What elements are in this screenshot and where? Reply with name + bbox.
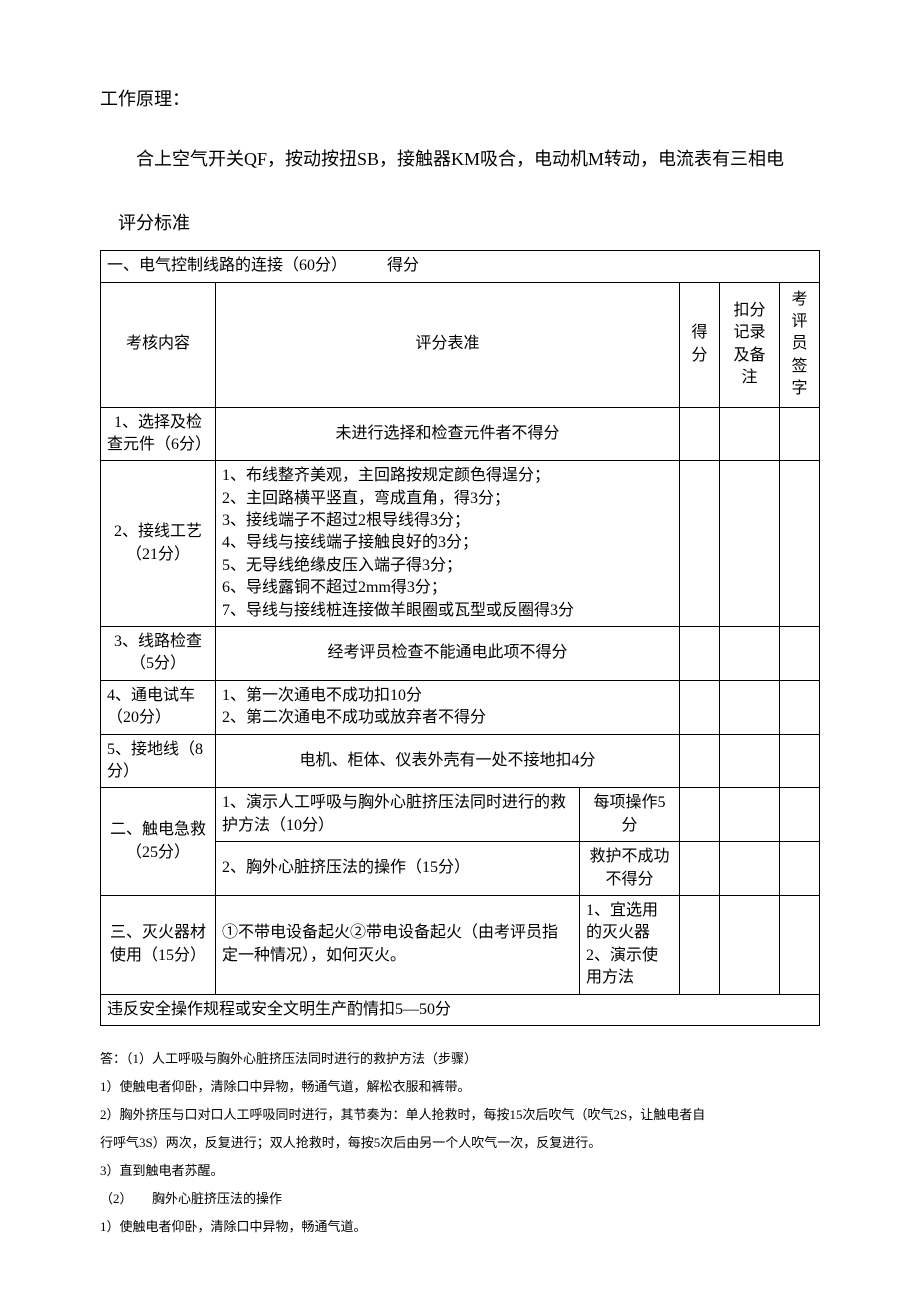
row-score: [680, 407, 720, 461]
section3-desc: ①不带电设备起火②带电设备起火（由考评员指定一种情况），如何灭火。: [216, 895, 580, 994]
table-row: 1、选择及检查元件（6分） 未进行选择和检查元件者不得分: [101, 407, 820, 461]
answer-line: 答：（1）人工呼吸与胸外心脏挤压法同时进行的救护方法（步骤）: [100, 1046, 820, 1072]
row-sign: [780, 895, 820, 994]
table-row: 二、触电急救（25分） 1、演示人工呼吸与胸外心脏挤压法同时进行的救护方法（10…: [101, 788, 820, 842]
row-deduct: [720, 842, 780, 896]
table-row: 3、线路检查（5分） 经考评员检查不能通电此项不得分: [101, 627, 820, 681]
row-sign: [780, 680, 820, 734]
row-deduct: [720, 734, 780, 788]
row-deduct: [720, 627, 780, 681]
section2-item-note: 救护不成功不得分: [580, 842, 680, 896]
row-score: [680, 627, 720, 681]
section2-item-desc: 1、演示人工呼吸与胸外心脏挤压法同时进行的救护方法（10分）: [216, 788, 580, 842]
answer-line: 1）使触电者仰卧，清除口中异物，畅通气道。: [100, 1214, 820, 1240]
table-row: 4、通电试车（20分） 1、第一次通电不成功扣10分 2、第二次通电不成功或放弃…: [101, 680, 820, 734]
row-sign: [780, 407, 820, 461]
table-row: 2、接线工艺（21分） 1、布线整齐美观，主回路按规定颜色得逞分； 2、主回路横…: [101, 461, 820, 627]
row-content: 4、通电试车（20分）: [101, 680, 216, 734]
row-score: [680, 788, 720, 842]
row-content: 5、接地线（8分）: [101, 734, 216, 788]
row-score: [680, 895, 720, 994]
col-sign: 考评员签字: [780, 282, 820, 407]
row-score: [680, 734, 720, 788]
table-section-header: 一、电气控制线路的连接（60分） 得分: [101, 251, 820, 282]
col-content: 考核内容: [101, 282, 216, 407]
answer-line: 行呼气3S）两次，反复进行；双人抢救时，每按5次后由另一个人吹气一次，反复进行。: [100, 1130, 820, 1156]
row-sign: [780, 627, 820, 681]
scoring-title: 评分标准: [100, 209, 820, 235]
row-score: [680, 680, 720, 734]
answer-line: 3）直到触电者苏醒。: [100, 1158, 820, 1184]
footer-text: 违反安全操作规程或安全文明生产酌情扣5—50分: [101, 994, 820, 1025]
answer-line: （2） 胸外心脏挤压法的操作: [100, 1186, 820, 1212]
row-content: 1、选择及检查元件（6分）: [101, 407, 216, 461]
section3-label: 三、灭火器材使用（15分）: [101, 895, 216, 994]
row-deduct: [720, 407, 780, 461]
scoring-table: 一、电气控制线路的连接（60分） 得分 考核内容 评分表准 得分 扣分记录及备注…: [100, 250, 820, 1026]
section2-label: 二、触电急救（25分）: [101, 788, 216, 896]
row-criteria: 经考评员检查不能通电此项不得分: [216, 627, 680, 681]
row-sign: [780, 461, 820, 627]
row-sign: [780, 842, 820, 896]
section2-item-desc: 2、胸外心脏挤压法的操作（15分）: [216, 842, 580, 896]
answer-line: 1）使触电者仰卧，清除口中异物，畅通气道，解松衣服和裤带。: [100, 1074, 820, 1100]
row-deduct: [720, 680, 780, 734]
row-criteria: 未进行选择和检查元件者不得分: [216, 407, 680, 461]
row-sign: [780, 788, 820, 842]
row-criteria: 1、第一次通电不成功扣10分 2、第二次通电不成功或放弃者不得分: [216, 680, 680, 734]
row-sign: [780, 734, 820, 788]
row-content: 3、线路检查（5分）: [101, 627, 216, 681]
section3-note: 1、宜选用的灭火器 2、演示使用方法: [580, 895, 680, 994]
row-score: [680, 461, 720, 627]
table-row: 三、灭火器材使用（15分） ①不带电设备起火②带电设备起火（由考评员指定一种情况…: [101, 895, 820, 994]
section2-item-note: 每项操作5分: [580, 788, 680, 842]
col-criteria: 评分表准: [216, 282, 680, 407]
col-deduct: 扣分记录及备注: [720, 282, 780, 407]
row-criteria: 1、布线整齐美观，主回路按规定颜色得逞分； 2、主回路横平竖直，弯成直角，得3分…: [216, 461, 680, 627]
row-score: [680, 842, 720, 896]
intro-title: 工作原理：: [100, 80, 820, 120]
col-score: 得分: [680, 282, 720, 407]
table-row: 5、接地线（8分） 电机、柜体、仪表外壳有一处不接地扣4分: [101, 734, 820, 788]
row-content: 2、接线工艺（21分）: [101, 461, 216, 627]
row-criteria: 电机、柜体、仪表外壳有一处不接地扣4分: [216, 734, 680, 788]
row-deduct: [720, 461, 780, 627]
table-footer: 违反安全操作规程或安全文明生产酌情扣5—50分: [101, 994, 820, 1025]
row-deduct: [720, 895, 780, 994]
answer-line: 2）胸外挤压与口对口人工呼吸同时进行，其节奏为：单人抢救时，每按15次后吹气（吹…: [100, 1102, 820, 1128]
row-deduct: [720, 788, 780, 842]
intro-body: 合上空气开关QF，按动按扭SB，接触器KM吸合，电动机M转动，电流表有三相电: [100, 140, 820, 180]
